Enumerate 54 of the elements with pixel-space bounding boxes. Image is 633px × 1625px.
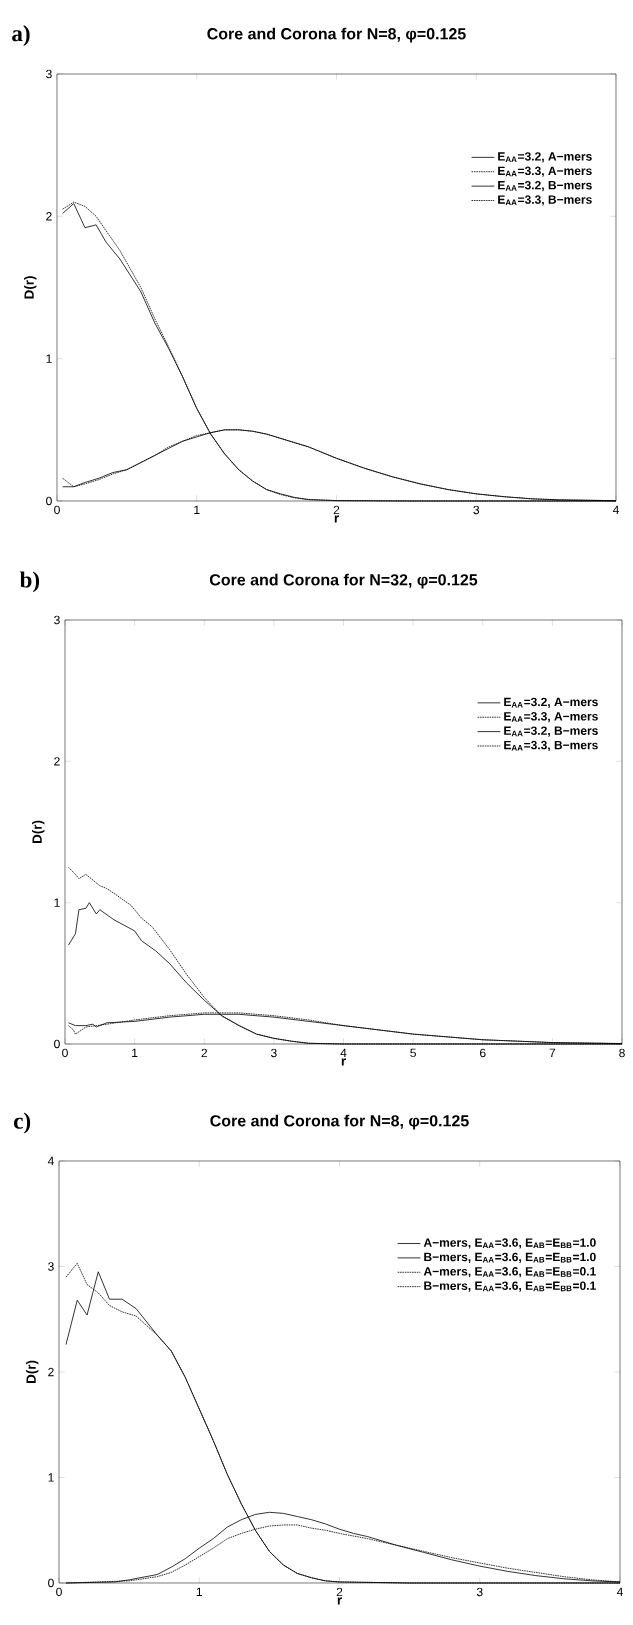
- y-tick-label: 2: [48, 1367, 54, 1377]
- text: c): [14, 1112, 31, 1134]
- y-tick-label: 0: [46, 496, 52, 506]
- x-axis-title: r: [334, 515, 339, 523]
- chart-title: Core and Corona for N=32, φ=0.125: [209, 573, 478, 589]
- y-tick-label: 2: [46, 212, 52, 221]
- x-tick-label: 1: [194, 505, 200, 514]
- y-tick-label: 4: [47, 1156, 54, 1166]
- y-tick-label: 3: [54, 615, 60, 625]
- x-axis-title: r: [341, 1058, 346, 1066]
- y-tick-label: 2: [54, 757, 60, 766]
- x-tick-label: 4: [340, 1048, 347, 1057]
- y-axis-title: D(r): [24, 276, 37, 299]
- legend-label: E$_{AA}$=3.2, B−mers: [498, 180, 592, 192]
- y-tick-label: 1: [46, 354, 52, 363]
- legend-label: E$_{AA}$=3.3, B−mers: [498, 195, 592, 206]
- y-tick-label: 1: [54, 898, 60, 907]
- legend-label: E$_{AA}$=3.3, B−mers: [504, 740, 598, 752]
- legend-label: A−mers, E$_{AA}$=3.6, E$_{AB}$=E$_{BB}$=1.0: [423, 1238, 596, 1249]
- x-tick-label: 5: [410, 1048, 416, 1058]
- text: a): [12, 25, 30, 47]
- x-tick-label: 4: [616, 1587, 623, 1596]
- y-tick-label: 0: [48, 1578, 54, 1588]
- legend-label: E$_{AA}$=3.2, B−mers: [504, 726, 598, 737]
- legend-label: E$_{AA}$=3.2, A−mers: [498, 152, 592, 163]
- y-tick-label: 3: [46, 69, 52, 79]
- x-tick-label: 6: [480, 1048, 486, 1058]
- x-tick-label: 2: [333, 505, 340, 515]
- x-tick-label: 3: [476, 1587, 483, 1597]
- x-tick-label: 1: [196, 1587, 202, 1596]
- legend-label: A−mers, E$_{AA}$=3.6, E$_{AB}$=E$_{BB}$=0.1: [423, 1267, 596, 1278]
- legend-label: B−mers, E$_{AA}$=3.6, E$_{AB}$=E$_{BB}$=0.1: [424, 1281, 596, 1292]
- x-tick-label: 3: [473, 505, 480, 515]
- x-tick-label: 7: [549, 1048, 556, 1057]
- legend-label: E$_{AA}$=3.3, A−mers: [498, 166, 592, 177]
- y-tick-label: 0: [54, 1039, 60, 1049]
- x-axis-title: r: [337, 1597, 342, 1605]
- x-tick-label: 0: [62, 1048, 68, 1058]
- x-tick-label: 4: [612, 505, 619, 514]
- y-tick-label: 3: [48, 1262, 54, 1271]
- chart-title: Core and Corona for N=8, φ=0.125: [210, 1114, 469, 1130]
- x-tick-label: 8: [619, 1048, 625, 1058]
- legend-label: E$_{AA}$=3.3, A−mers: [504, 712, 598, 723]
- x-tick-label: 2: [336, 1587, 343, 1597]
- x-tick-label: 1: [132, 1048, 138, 1057]
- x-tick-label: 3: [271, 1048, 277, 1058]
- y-axis-title: D(r): [32, 820, 45, 843]
- legend-label: E$_{AA}$=3.2, A−mers: [504, 697, 598, 708]
- y-axis-title: D(r): [26, 1360, 39, 1383]
- chart-title: Core and Corona for N=8, φ=0.125: [207, 27, 466, 43]
- legend-label: B−mers, E$_{AA}$=3.6, E$_{AB}$=E$_{BB}$=1.0: [424, 1252, 596, 1263]
- y-tick-label: 1: [48, 1473, 54, 1482]
- text: b): [19, 571, 40, 593]
- x-tick-label: 2: [201, 1048, 207, 1058]
